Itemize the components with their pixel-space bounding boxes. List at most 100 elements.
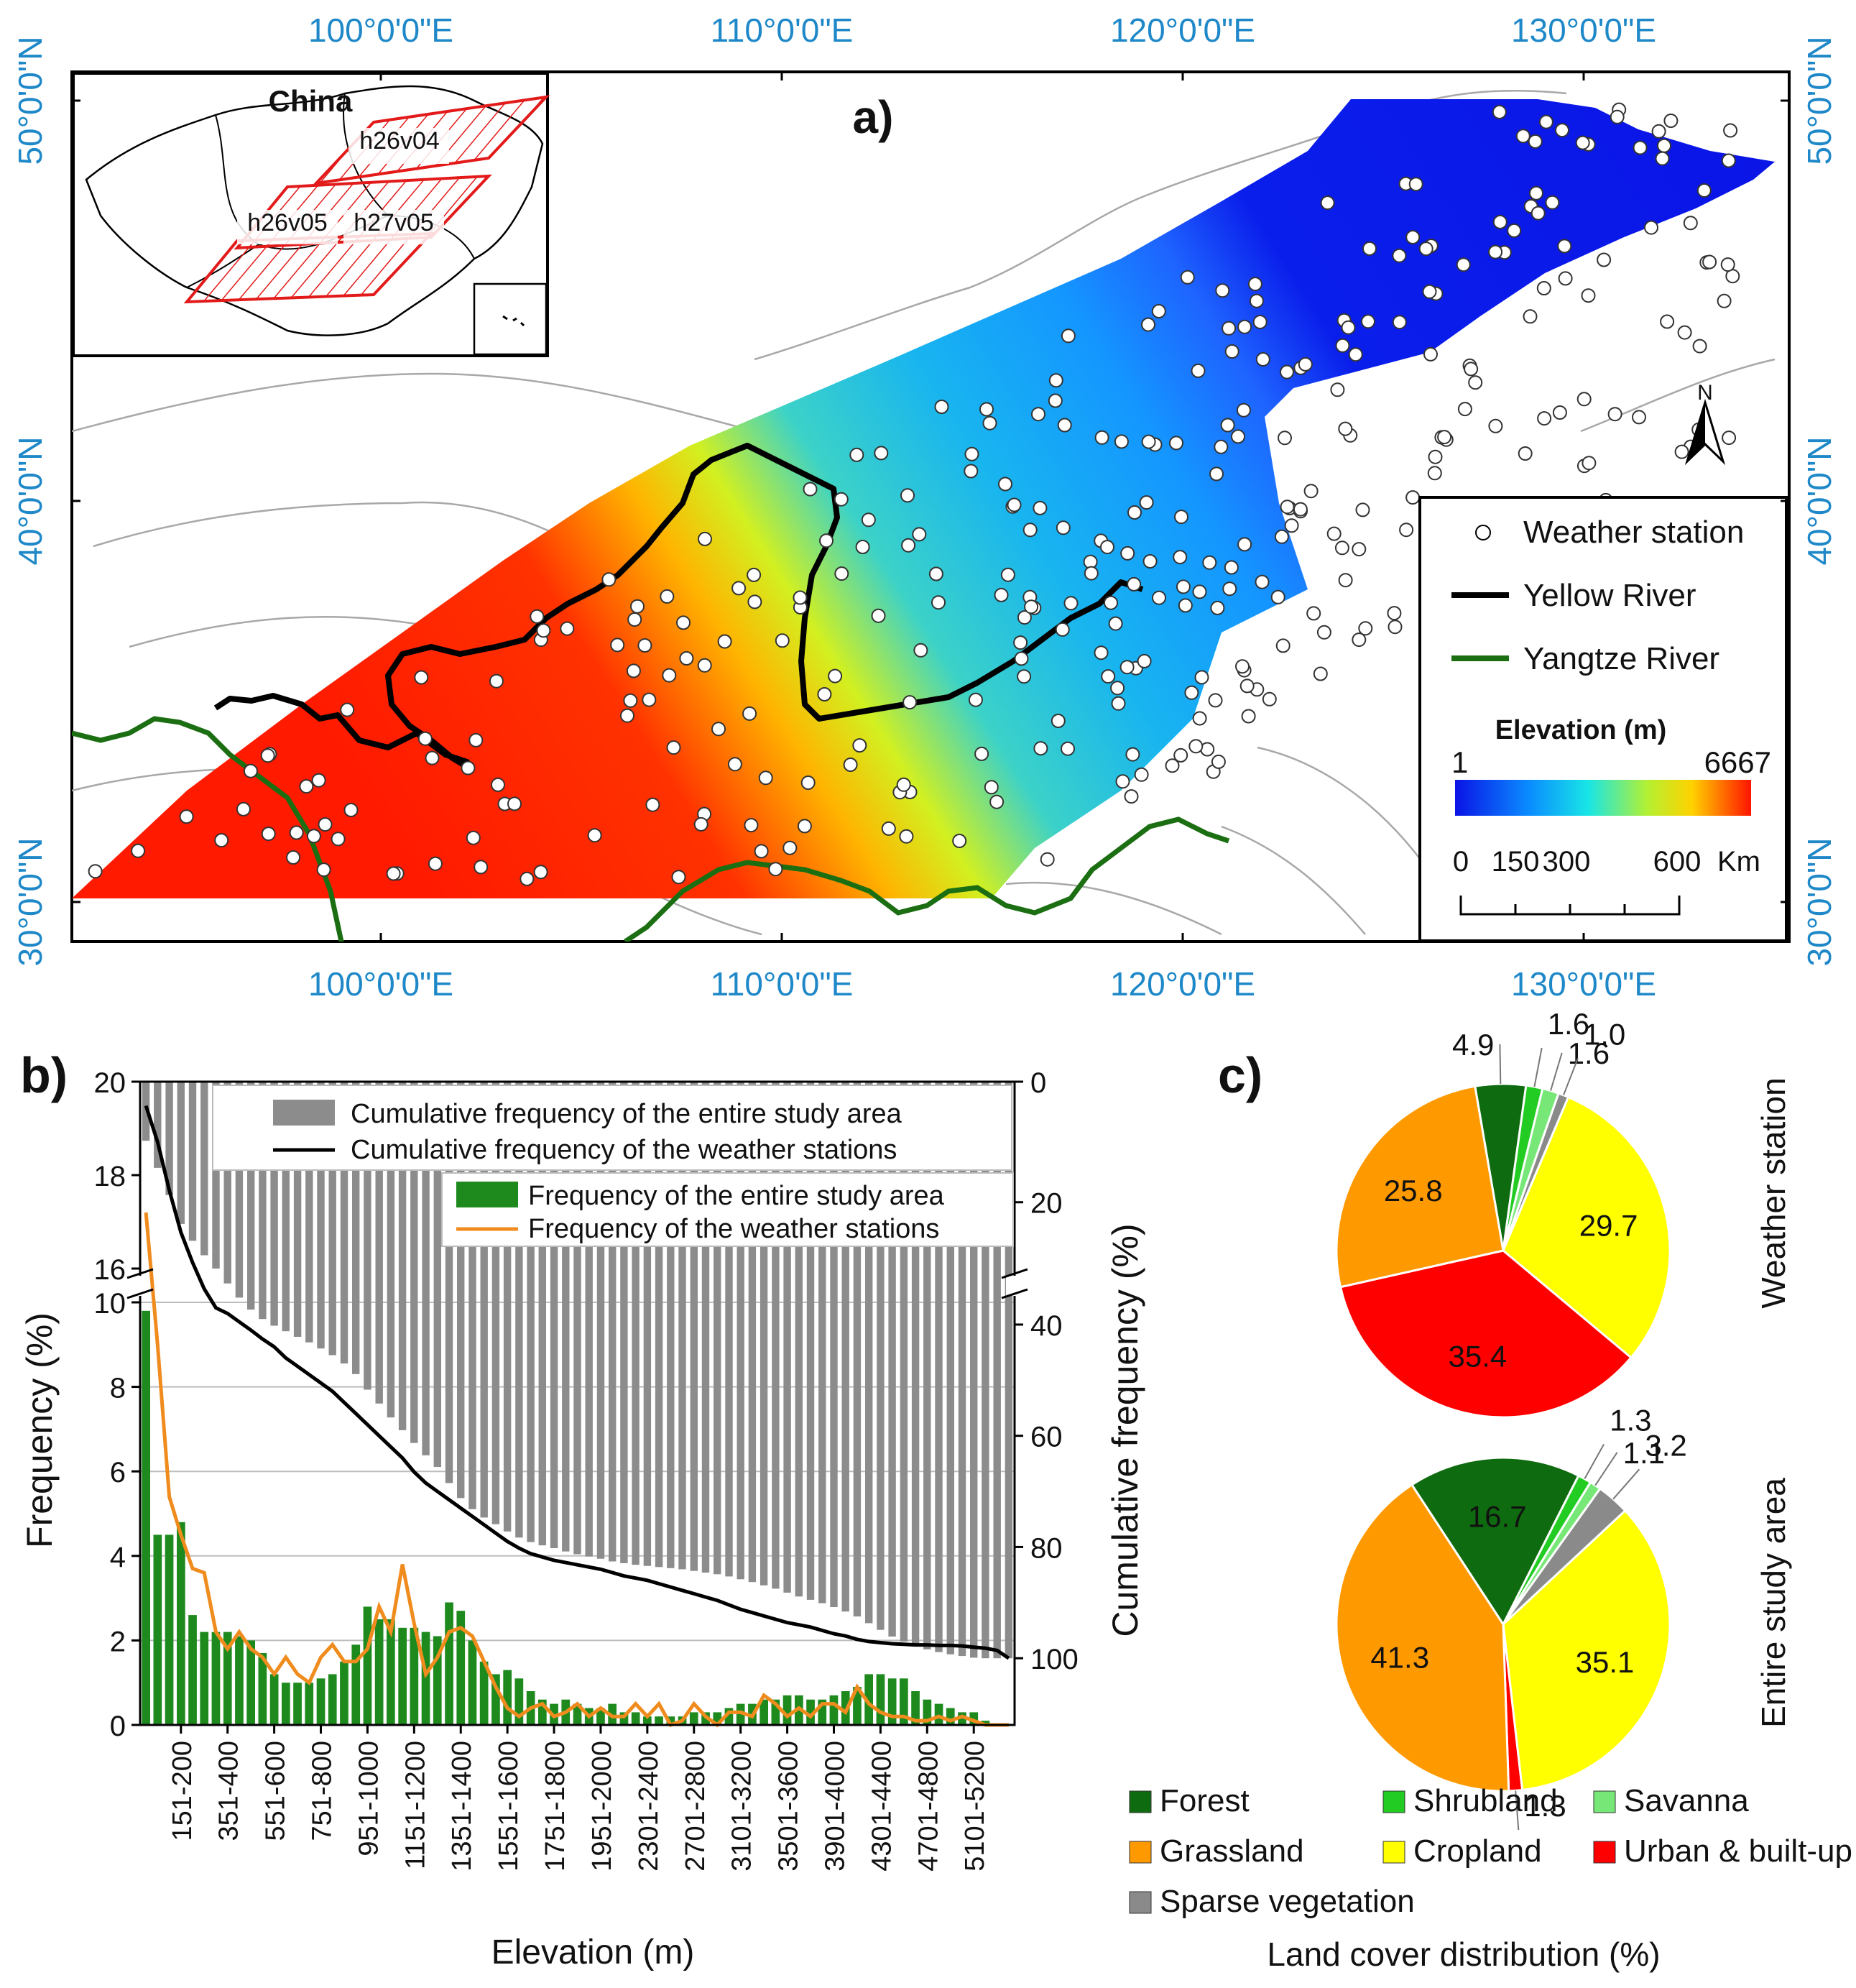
weather-station-marker: [874, 446, 889, 461]
weather-station-marker: [1000, 567, 1015, 582]
weather-station-marker: [1255, 574, 1270, 589]
legend-swatch-urban-built-up: [1593, 1841, 1616, 1864]
weather-station-marker: [679, 651, 694, 666]
weather-station-marker: [1632, 410, 1646, 425]
y-tick-label: 20: [94, 1067, 126, 1099]
pie-value-label: 16.7: [1468, 1499, 1527, 1533]
cumulative-area-bar: [725, 1082, 733, 1577]
cumulative-area-bar: [503, 1082, 512, 1532]
weather-station-marker: [1507, 223, 1522, 238]
weather-station-marker: [1303, 484, 1319, 499]
weather-station-marker: [466, 830, 481, 845]
weather-station-marker: [964, 446, 979, 461]
frequency-area-bar: [177, 1522, 185, 1725]
lon-label-top-4: 130°0'0"E: [1511, 11, 1656, 49]
frequency-area-bar: [410, 1627, 419, 1725]
weather-station-marker: [316, 862, 331, 878]
yangtze-river-line-east: [624, 816, 1230, 942]
weather-station-marker: [660, 589, 675, 604]
y-tick-label: 18: [94, 1161, 126, 1192]
weather-station-marker: [1222, 581, 1237, 597]
weather-station-marker: [1176, 579, 1191, 594]
weather-station-marker: [1014, 651, 1029, 666]
cumulative-area-bar: [714, 1082, 721, 1575]
weather-station-marker: [902, 695, 918, 710]
cumulative-area-bar: [701, 1082, 710, 1573]
x-tick-label: 5101-5200: [960, 1741, 990, 1872]
lat-label-left-3: 30°0'0"N: [11, 837, 49, 966]
scale-label-600: 600: [1653, 846, 1702, 878]
weather-station-marker: [1657, 138, 1671, 153]
weather-station-marker: [261, 827, 276, 842]
legend-swatch-savanna: [1593, 1790, 1616, 1813]
weather-station-marker: [179, 809, 194, 824]
legend-freq-stations: Frequency of the weather stations: [528, 1214, 939, 1244]
frequency-area-bar: [316, 1678, 326, 1725]
weather-station-marker: [1692, 339, 1707, 354]
weather-station-marker: [1545, 195, 1560, 210]
frequency-area-bar: [282, 1683, 290, 1725]
weather-station-marker: [1530, 206, 1546, 221]
weather-station-marker: [828, 668, 843, 684]
frequency-area-bar: [340, 1661, 348, 1725]
legend-swatch-sparse-vegetation: [1129, 1891, 1152, 1914]
chart-b-legend-top: Cumulative frequency of the entire study…: [212, 1085, 1012, 1171]
weather-station-marker: [1722, 431, 1737, 446]
weather-station-marker: [1120, 546, 1135, 561]
legend-swatch-cropland: [1382, 1841, 1405, 1864]
cumulative-area-bar: [433, 1082, 441, 1467]
frequency-area-bar: [946, 1708, 955, 1725]
weather-station-marker: [1139, 495, 1154, 510]
cumulative-area-bar: [632, 1082, 640, 1565]
frequency-area-bar: [468, 1640, 477, 1725]
legend-station: Weather station: [1523, 515, 1744, 550]
lat-label-left-1: 50°0'0"N: [11, 36, 49, 165]
elevation-min: 1: [1451, 745, 1468, 779]
weather-station-marker: [1576, 392, 1592, 407]
x-tick-label: 4701-4800: [913, 1741, 943, 1872]
frequency-area-bar: [433, 1636, 442, 1725]
weather-station-marker: [1211, 754, 1226, 769]
pie-value-label: 29.7: [1579, 1209, 1638, 1243]
frequency-area-bar: [911, 1691, 920, 1725]
weather-station-marker: [1215, 283, 1230, 298]
weather-station-marker: [417, 731, 433, 746]
weather-station-marker: [1313, 666, 1328, 681]
weather-station-marker: [1262, 691, 1277, 707]
weather-station-marker: [797, 819, 812, 834]
weather-station-marker: [1152, 590, 1166, 605]
weather-station-marker: [1125, 747, 1140, 762]
pie-slice-urban-built-up: [1339, 1249, 1633, 1419]
weather-station-marker: [414, 670, 429, 685]
weather-station-marker: [1284, 518, 1299, 533]
weather-station-marker: [1392, 248, 1407, 263]
cumulative-area-bar: [200, 1082, 208, 1256]
frequency-area-bar: [631, 1712, 640, 1725]
weather-station-marker: [1492, 104, 1507, 119]
lon-label-bottom-3: 120°0'0"E: [1110, 965, 1255, 1003]
weather-station-marker: [1255, 352, 1270, 367]
weather-station-marker: [1224, 560, 1239, 575]
weather-station-marker: [1033, 500, 1048, 515]
frequency-area-bar: [305, 1683, 314, 1725]
y2-tick-label: 0: [1030, 1067, 1046, 1099]
x-tick-label: 3501-3600: [774, 1741, 804, 1872]
weather-station-marker: [819, 533, 834, 548]
weather-station-marker: [1173, 747, 1188, 763]
cumulative-area-bar: [538, 1082, 546, 1546]
cumulative-area-bar: [282, 1082, 290, 1332]
weather-station-marker: [1660, 314, 1675, 329]
cumulative-area-bar: [188, 1082, 197, 1241]
pie-slice-grassland: [1335, 1085, 1505, 1289]
weather-station-marker: [1022, 523, 1038, 538]
cumulative-area-bar: [317, 1082, 325, 1349]
weather-station-marker: [1202, 555, 1217, 570]
pie-value-label: 35.1: [1576, 1645, 1635, 1679]
weather-station-marker: [782, 840, 798, 855]
land-cover-xlabel: Land cover distribution (%): [1267, 1936, 1660, 1973]
weather-station-marker: [1557, 239, 1572, 254]
cumulative-area-bar: [177, 1082, 185, 1224]
weather-station-marker: [1655, 151, 1670, 166]
weather-station-marker: [747, 567, 762, 582]
weather-station-marker: [1127, 576, 1142, 592]
